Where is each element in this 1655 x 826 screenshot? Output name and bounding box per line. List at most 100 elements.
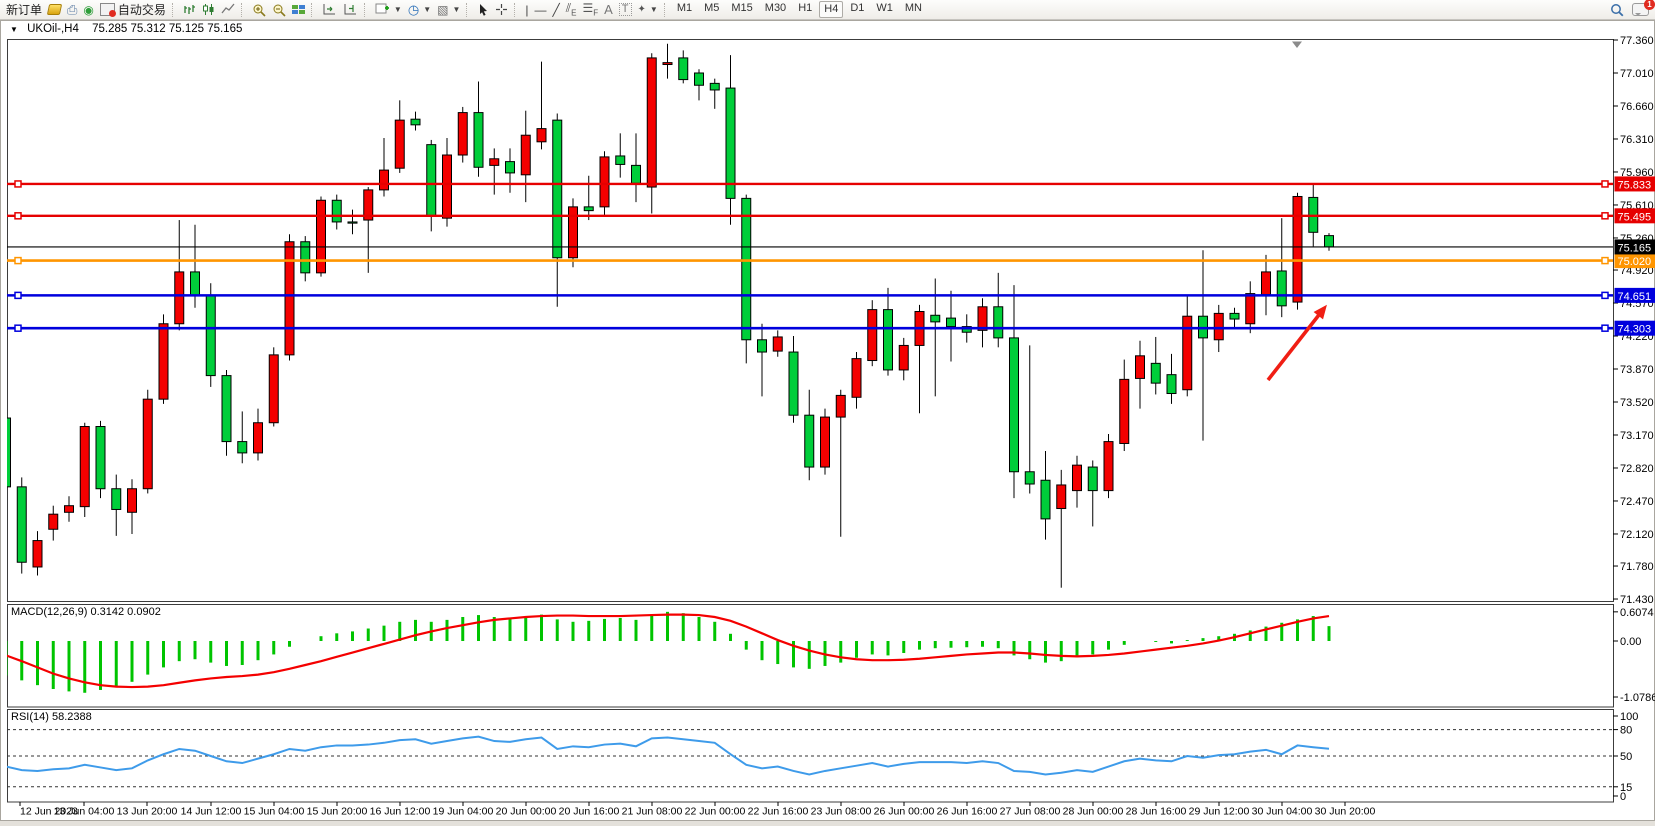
candles-layer <box>7 43 1334 588</box>
svg-text:74.303: 74.303 <box>1618 324 1652 336</box>
orders-button[interactable] <box>45 1 64 18</box>
text-a-icon: A <box>604 2 613 17</box>
svg-text:19 Jun 04:00: 19 Jun 04:00 <box>433 806 494 818</box>
cursor-button[interactable] <box>474 1 492 18</box>
text-label-button[interactable]: T <box>616 1 635 18</box>
svg-text:23 Jun 08:00: 23 Jun 08:00 <box>811 806 872 818</box>
tf-M5[interactable]: M5 <box>704 2 720 14</box>
svg-text:15 Jun 20:00: 15 Jun 20:00 <box>307 806 368 818</box>
trendline-button[interactable]: ╱ <box>550 1 563 18</box>
svg-text:0: 0 <box>1620 791 1626 803</box>
auto-scroll-button[interactable] <box>319 1 340 18</box>
line-chart-button[interactable] <box>218 1 238 18</box>
tf-MN[interactable]: MN <box>904 2 922 14</box>
text-button[interactable]: A <box>601 1 616 18</box>
svg-text:72.820: 72.820 <box>1620 463 1654 475</box>
hline-objects[interactable]: 75.833 75.495 75.020 74.651 74.303 75.165 <box>7 176 1655 336</box>
timeframe-group: M1 M5 M15 M30 H1 H4 D1 W1 MN <box>672 1 927 18</box>
shapes-button[interactable]: ✦ ▼ <box>635 1 661 18</box>
svg-text:29 Jun 12:00: 29 Jun 12:00 <box>1189 806 1250 818</box>
tf-H1[interactable]: H1 <box>798 2 813 14</box>
shapes-icon: ✦ <box>637 3 646 15</box>
svg-text:73.170: 73.170 <box>1620 430 1654 442</box>
signals-button[interactable]: ◉ <box>80 1 96 18</box>
svg-text:72.470: 72.470 <box>1620 496 1654 508</box>
cursor-icon <box>480 4 488 16</box>
svg-text:73.520: 73.520 <box>1620 397 1654 409</box>
text-label-icon: T <box>618 3 632 16</box>
caret-down-icon: ▼ <box>649 5 658 14</box>
hline-button[interactable]: — <box>532 1 550 18</box>
equidistant-channel-icon: ⫽E <box>565 0 577 18</box>
rsi-layer <box>7 735 1330 776</box>
caret-down-icon: ▼ <box>452 5 461 14</box>
auto-trading-button[interactable]: 自动交易 <box>97 1 169 18</box>
tf-M15[interactable]: M15 <box>731 2 753 14</box>
toolbar-separator <box>363 2 369 17</box>
clock-icon: ◷ <box>407 2 420 17</box>
svg-text:28 Jun 16:00: 28 Jun 16:00 <box>1126 806 1187 818</box>
main-toolbar: 新订单 ⎙ ◉ 自动交易 ▼ ◷ ▼ ▧ ▼ | — ╱ ⫽E ☰F A T ✦ ▼ … <box>0 0 1655 20</box>
auto-trading-label: 自动交易 <box>117 3 166 17</box>
fibonacci-button[interactable]: ☰F <box>579 1 601 18</box>
periods-button[interactable]: ◷ ▼ <box>405 1 434 18</box>
svg-text:50: 50 <box>1620 751 1632 763</box>
tf-M30[interactable]: M30 <box>764 2 787 14</box>
svg-text:75.020: 75.020 <box>1618 256 1652 268</box>
tile-windows-button[interactable] <box>289 1 308 18</box>
vline-button[interactable]: | <box>522 1 531 18</box>
chart-shift-button[interactable] <box>340 1 361 18</box>
svg-text:72.120: 72.120 <box>1620 529 1654 541</box>
notification-badge: 1 <box>1644 0 1655 10</box>
svg-text:30 Jun 20:00: 30 Jun 20:00 <box>1315 806 1376 818</box>
svg-text:26 Jun 00:00: 26 Jun 00:00 <box>874 806 935 818</box>
rsi-indicator-label: RSI(14) 58.2388 <box>11 710 92 723</box>
chart-shift-marker[interactable] <box>1292 41 1302 49</box>
tf-M1[interactable]: M1 <box>676 2 693 14</box>
chart-shift-icon <box>344 4 356 15</box>
tf-H4[interactable]: H4 <box>819 1 844 18</box>
caret-down-icon: ▼ <box>393 5 402 14</box>
coin-icon <box>46 4 63 15</box>
toolbar-separator <box>171 2 177 17</box>
horizontal-line-icon: — <box>534 2 547 17</box>
svg-text:20 Jun 00:00: 20 Jun 00:00 <box>496 806 557 818</box>
templates-button[interactable]: ▧ ▼ <box>434 1 463 18</box>
search-icon[interactable] <box>1610 3 1624 17</box>
svg-text:76.310: 76.310 <box>1620 134 1654 146</box>
svg-text:12 Jun 2023: 12 Jun 2023 <box>20 806 78 818</box>
tf-D1[interactable]: D1 <box>850 2 865 14</box>
svg-text:28 Jun 00:00: 28 Jun 00:00 <box>1063 806 1124 818</box>
svg-text:0.00: 0.00 <box>1620 636 1641 648</box>
zoom-in-button[interactable] <box>249 1 269 18</box>
svg-text:0.6074: 0.6074 <box>1620 607 1654 619</box>
zoom-out-button[interactable] <box>269 1 289 18</box>
channel-button[interactable]: ⫽E <box>563 1 580 18</box>
add-indicator-icon <box>375 3 389 14</box>
zoom-in-icon <box>253 4 266 17</box>
chart-ohlc-values: 75.285 75.312 75.125 75.165 <box>92 23 243 35</box>
crosshair-button[interactable] <box>492 1 511 18</box>
svg-text:26 Jun 16:00: 26 Jun 16:00 <box>937 806 998 818</box>
new-order-button[interactable]: 新订单 <box>3 1 45 18</box>
svg-text:71.780: 71.780 <box>1620 561 1654 573</box>
candle-chart-button[interactable] <box>199 1 218 18</box>
tf-W1[interactable]: W1 <box>876 2 893 14</box>
svg-text:77.010: 77.010 <box>1620 68 1654 80</box>
chart-title-bar[interactable]: ▼ UKOil-,H4 75.285 75.312 75.125 75.165 <box>10 23 242 35</box>
bar-chart-button[interactable] <box>180 1 199 18</box>
svg-text:30 Jun 04:00: 30 Jun 04:00 <box>1252 806 1313 818</box>
tile-windows-icon <box>291 5 305 14</box>
arrow-annotation[interactable] <box>1266 304 1327 382</box>
add-indicator-button[interactable]: ▼ <box>372 1 405 18</box>
svg-text:21 Jun 08:00: 21 Jun 08:00 <box>622 806 683 818</box>
chart-menu-triangle-icon[interactable]: ▼ <box>10 25 18 34</box>
svg-text:77.360: 77.360 <box>1620 35 1654 47</box>
svg-text:27 Jun 08:00: 27 Jun 08:00 <box>1000 806 1061 818</box>
zoom-out-icon <box>273 4 286 17</box>
svg-text:22 Jun 00:00: 22 Jun 00:00 <box>685 806 746 818</box>
notifications-icon[interactable]: 1 <box>1632 0 1655 16</box>
print-button[interactable]: ⎙ <box>64 1 80 18</box>
